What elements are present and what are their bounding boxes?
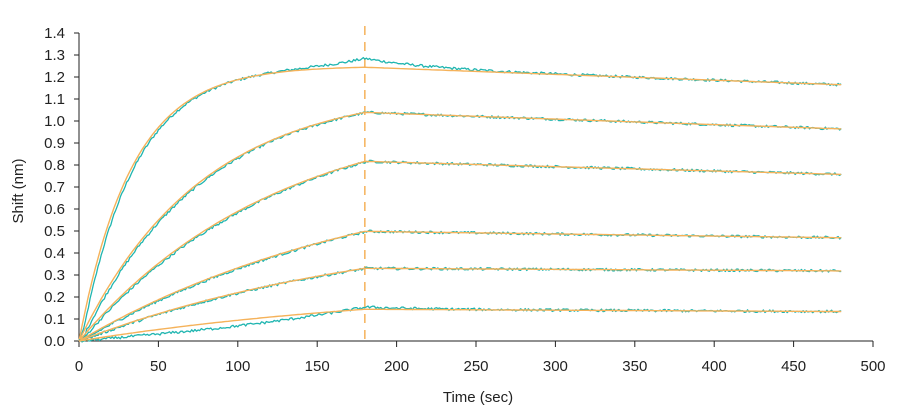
y-tick-label: 1.1 [44,91,65,108]
series-5 [78,266,842,343]
measured-line [78,159,842,342]
x-axis-title: Time (sec) [443,389,513,406]
fit-line [78,230,842,342]
series-4 [78,229,842,342]
series-2 [78,110,842,342]
series-1 [78,56,842,342]
x-tick-label: 300 [543,358,568,375]
y-tick-label: 0.5 [44,223,65,240]
y-tick-label: 1.4 [44,25,65,42]
y-tick-label: 1.3 [44,47,65,64]
x-tick-label: 250 [463,358,488,375]
y-tick-label: 0.9 [44,135,65,152]
fit-line [78,160,842,342]
x-tick-label: 150 [305,358,330,375]
y-tick-label: 0.4 [44,245,65,262]
x-tick-label: 350 [622,358,647,375]
x-tick-label: 100 [225,358,250,375]
y-tick-label: 0.2 [44,289,65,306]
measured-line [78,110,842,341]
fit-line [78,267,842,342]
y-tick-label: 1.0 [44,113,65,130]
y-tick-label: 0.3 [44,267,65,284]
series-6 [78,305,842,343]
series-group [78,56,842,343]
measured-line [78,56,842,341]
fit-line [78,66,842,342]
y-tick-label: 0.8 [44,157,65,174]
x-axis: 0 50 100 150 200 250 300 350 400 450 500 [75,340,886,375]
fit-line [78,308,842,342]
y-tick-label: 0.1 [44,311,65,328]
x-tick-label: 50 [150,358,167,375]
x-tick-label: 450 [781,358,806,375]
y-axis: 0.0 0.1 0.2 0.3 0.4 0.5 0.6 0.7 0.8 0.9 1.0 1.1 1.2 1… [44,25,80,350]
y-tick-label: 0.0 [44,333,65,350]
series-3 [78,159,842,342]
x-tick-label: 200 [384,358,409,375]
y-tick-label: 0.6 [44,201,65,218]
y-axis-title: Shift (nm) [10,158,27,223]
x-tick-label: 0 [75,358,83,375]
fit-line [78,111,842,342]
y-tick-label: 0.7 [44,179,65,196]
y-tick-label: 1.2 [44,69,65,86]
x-tick-label: 400 [702,358,727,375]
x-tick-label: 500 [860,358,885,375]
